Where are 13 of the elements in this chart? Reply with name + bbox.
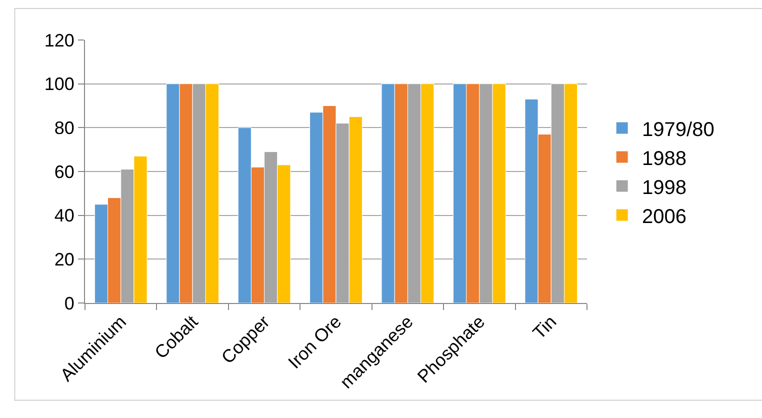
legend-label: 1979/80 <box>642 118 714 141</box>
x-tick-label: Iron Ore <box>284 312 346 372</box>
legend-label: 2006 <box>642 206 687 228</box>
y-tick-label: 60 <box>54 162 74 182</box>
y-tick-label: 80 <box>54 118 74 138</box>
x-tick-label: Tin <box>528 312 560 344</box>
legend-label: 1988 <box>642 148 687 170</box>
y-tick-label: 20 <box>54 249 74 270</box>
y-tick-label: 120 <box>44 30 74 50</box>
y-tick-label: 100 <box>44 74 74 94</box>
y-tick-label: 0 <box>64 293 74 314</box>
y-tick-label: 40 <box>54 206 74 226</box>
legend-label: 1998 <box>642 176 687 199</box>
